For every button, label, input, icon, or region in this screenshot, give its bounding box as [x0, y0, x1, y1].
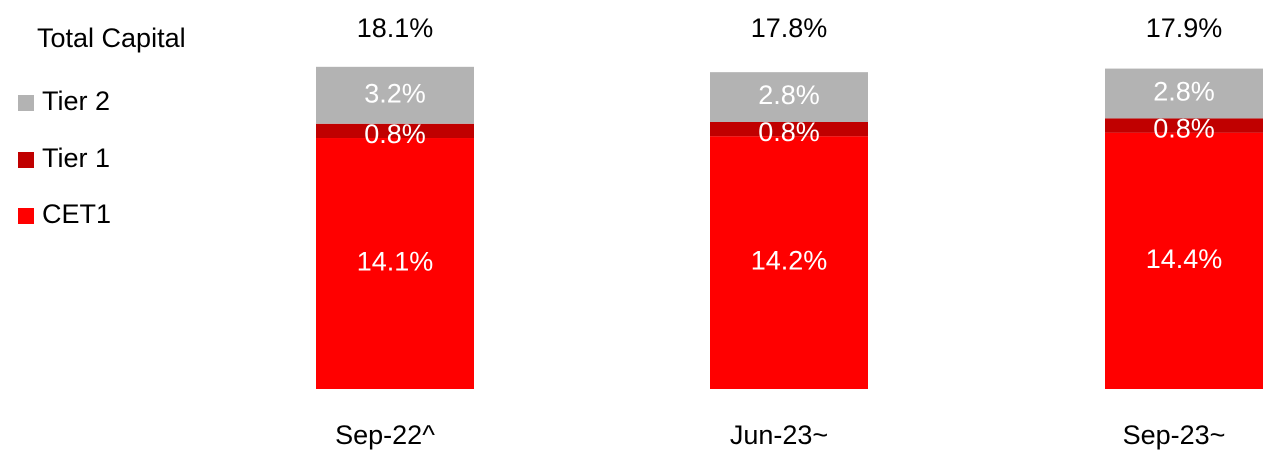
value-label: 3.2% [364, 78, 426, 108]
bar-segment [316, 66, 474, 124]
value-label: 0.8% [758, 117, 820, 147]
value-label: 14.2% [751, 246, 828, 276]
legend-swatch [18, 95, 34, 111]
legend-label: Tier 1 [42, 143, 110, 173]
bar-segment [710, 136, 868, 389]
bar-segment [710, 72, 868, 122]
value-label: 0.8% [364, 119, 426, 149]
value-label: 14.1% [357, 247, 434, 277]
legend-title: Total Capital [37, 23, 186, 53]
total-label: 18.1% [357, 13, 434, 43]
legend-label: Tier 2 [42, 86, 110, 116]
bar-segment [316, 123, 474, 139]
legend-label: CET1 [42, 199, 111, 229]
value-label: 14.4% [1146, 244, 1223, 274]
value-label: 2.8% [1153, 77, 1215, 107]
x-tick-label: Sep-23~ [1123, 420, 1226, 450]
x-tick-label: Jun-23~ [730, 420, 828, 450]
bar-segment [710, 122, 868, 137]
bar-segment [1105, 68, 1263, 119]
value-label: 2.8% [758, 80, 820, 110]
legend-swatch [18, 152, 34, 168]
bar-segment [316, 138, 474, 389]
bar-segment [1105, 118, 1263, 133]
x-tick-label: Sep-22^ [335, 420, 435, 450]
total-label: 17.9% [1146, 13, 1223, 43]
total-label: 17.8% [751, 13, 828, 43]
legend-swatch [18, 208, 34, 224]
bar-segment [1105, 132, 1263, 389]
value-label: 0.8% [1153, 114, 1215, 144]
